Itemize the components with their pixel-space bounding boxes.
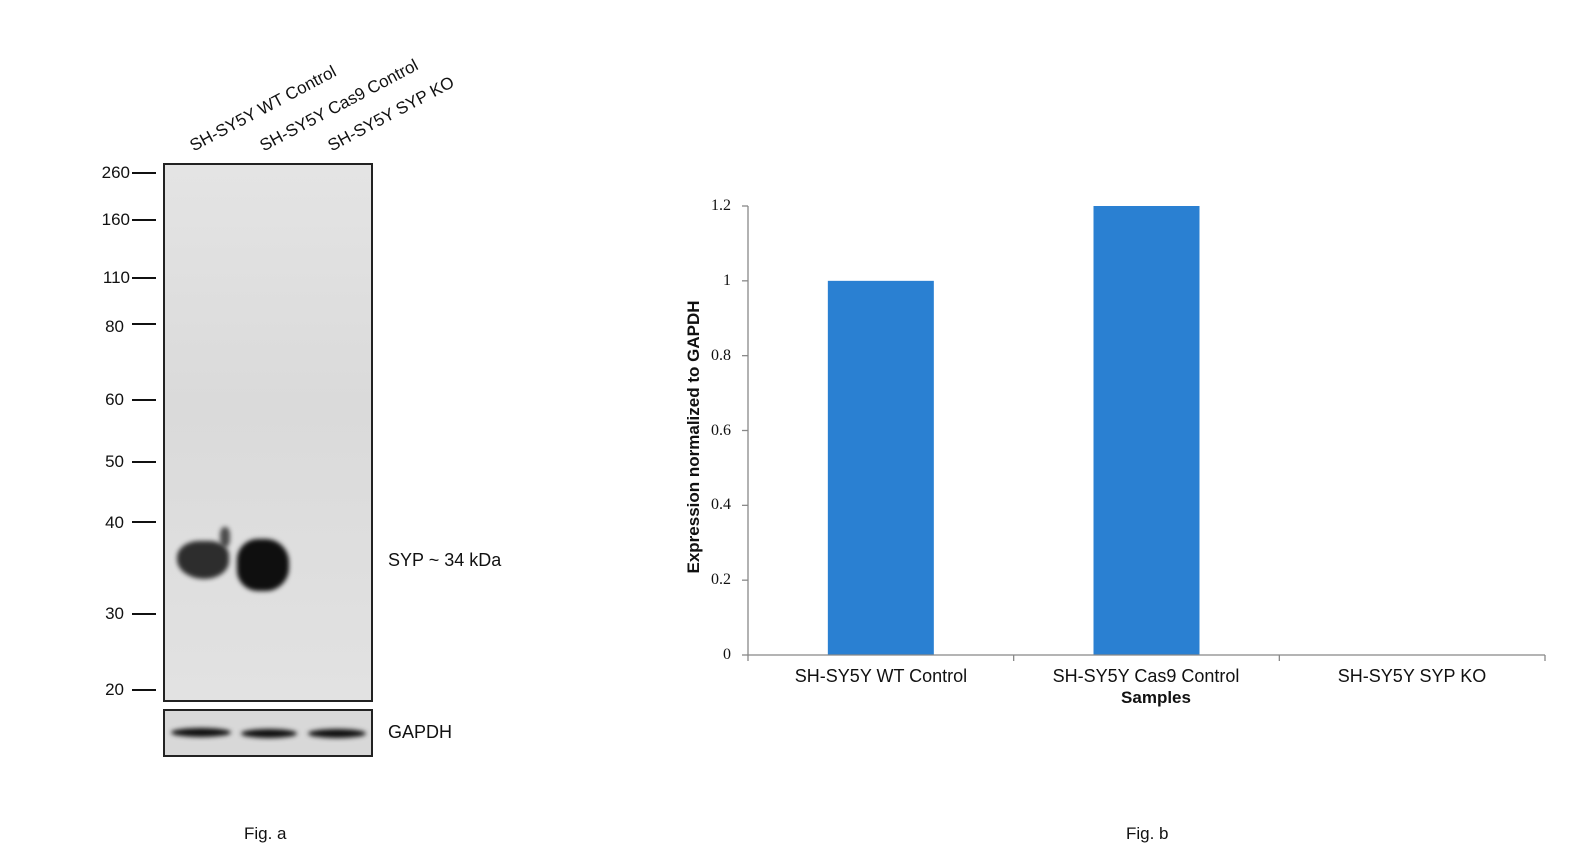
syp-band-label: SYP ~ 34 kDa [388,550,502,570]
y-tick-label: 0.8 [711,346,731,364]
gapdh-blot-membrane [163,709,373,757]
mw-marker-20: 20 [105,680,124,699]
y-tick-label: 0.6 [711,421,731,439]
gapdh-band-syp-ko [308,729,366,738]
mw-marker-30: 30 [105,604,124,623]
y-tick-label: 1 [723,271,731,289]
mw-tick-40 [132,521,156,523]
mw-marker-50: 50 [105,452,124,471]
x-category-syp-ko: SH-SY5Y SYP KO [1337,666,1487,686]
bar-2 [1093,206,1200,655]
bar-1 [827,280,934,655]
y-tick-label: 0.2 [711,571,731,589]
gapdh-label: GAPDH [388,722,453,742]
mw-tick-20 [132,689,156,691]
y-tick-label: 0.4 [711,496,731,514]
mw-marker-80: 80 [105,317,124,336]
syp-band-cas9-control [237,539,289,591]
figure-a-caption: Fig. a [244,824,287,843]
syp-blot-membrane [163,163,373,702]
y-tick-label: 1.2 [711,197,731,214]
syp-band-wt-control-tail [220,527,230,547]
mw-tick-160 [132,219,156,221]
mw-tick-30 [132,613,156,615]
syp-band-wt-control [177,541,229,579]
gapdh-band-cas9-control [241,729,297,738]
mw-marker-60: 60 [105,390,124,409]
mw-marker-260: 260 [101,163,130,182]
x-axis-title: Samples [1121,688,1191,707]
mw-tick-110 [132,277,156,279]
y-tick-label: 0 [723,646,731,663]
mw-marker-40: 40 [105,513,124,532]
mw-tick-60 [132,399,156,401]
mw-tick-80 [132,323,156,325]
mw-marker-160: 160 [101,210,130,229]
x-category-wt-control: SH-SY5Y WT Control [794,666,968,686]
x-category-cas9-control: SH-SY5Y Cas9 Control [1052,666,1240,686]
mw-tick-50 [132,461,156,463]
mw-tick-260 [132,172,156,174]
figure-b-caption: Fig. b [1126,824,1169,843]
y-axis-title-text: Expression normalized to GAPDH [684,300,703,574]
gapdh-band-wt-control [171,728,231,737]
mw-marker-110: 110 [102,268,130,287]
